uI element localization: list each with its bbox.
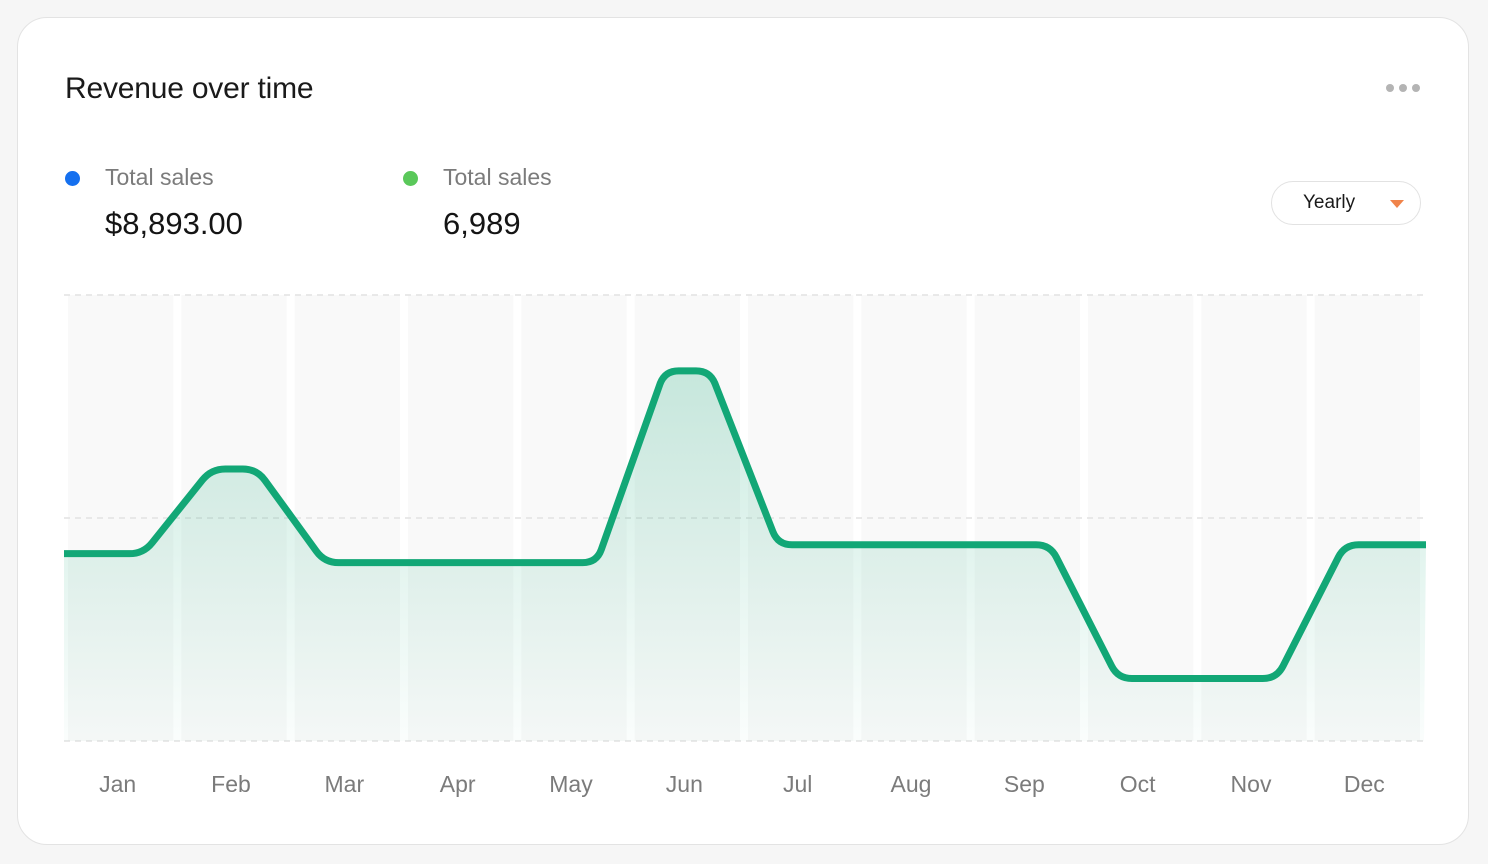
legend-dot-green	[403, 171, 418, 186]
series-points	[117, 367, 1371, 682]
data-point-aug	[911, 541, 917, 548]
card-title: Revenue over time	[65, 72, 314, 105]
caret-down-icon	[1390, 200, 1404, 208]
more-options-button[interactable]	[1384, 78, 1422, 98]
data-point-dec	[1364, 541, 1371, 548]
stat-label: Total sales	[443, 164, 552, 190]
data-point-nov	[1251, 675, 1257, 682]
x-tick-label-apr: Apr	[440, 771, 476, 797]
data-point-may	[571, 559, 577, 566]
x-axis-ticks: Jan Feb Mar Apr May Jun Jul Aug Sep Oct Nov Dec	[99, 771, 1385, 797]
period-dropdown-value: Yearly	[1303, 192, 1356, 213]
x-tick-label-jun: Jun	[666, 771, 703, 797]
more-horizontal-icon-dot	[1399, 84, 1407, 92]
data-point-jun	[684, 367, 691, 374]
stat-value: $8,893.00	[105, 206, 243, 241]
x-tick-label-jul: Jul	[783, 771, 812, 797]
more-horizontal-icon-dot	[1412, 84, 1420, 92]
legend-dot-blue	[65, 171, 80, 186]
x-tick-label-jan: Jan	[99, 771, 136, 797]
x-tick-label-nov: Nov	[1231, 771, 1272, 797]
data-point-oct	[1137, 675, 1144, 682]
data-point-apr	[457, 559, 464, 566]
x-tick-label-sep: Sep	[1004, 771, 1045, 797]
data-point-jul	[797, 541, 804, 548]
more-horizontal-icon	[1386, 84, 1394, 92]
period-dropdown[interactable]: Yearly	[1271, 181, 1421, 225]
x-tick-label-dec: Dec	[1344, 771, 1385, 797]
x-tick-label-feb: Feb	[211, 771, 251, 797]
data-point-sep	[1024, 541, 1031, 548]
data-point-mar	[344, 559, 351, 566]
data-point-feb	[231, 465, 237, 472]
x-tick-label-aug: Aug	[891, 771, 932, 797]
series-line	[64, 367, 1426, 683]
x-tick-label-mar: Mar	[325, 771, 365, 797]
x-tick-label-oct: Oct	[1120, 771, 1156, 797]
series-area	[64, 370, 1426, 741]
stat-value: 6,989	[443, 206, 521, 241]
x-tick-label-may: May	[549, 771, 593, 797]
data-point-jan	[117, 550, 124, 557]
stat-label: Total sales	[105, 164, 214, 190]
